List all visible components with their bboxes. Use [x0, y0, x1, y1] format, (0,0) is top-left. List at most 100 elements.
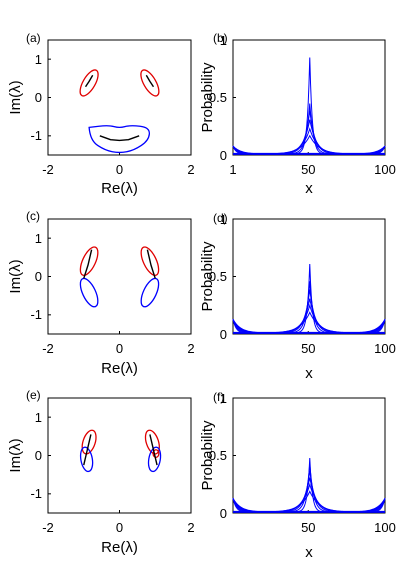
plot-a-frame [47, 39, 192, 156]
plot-b-xticks: 1 50 100 [229, 162, 395, 177]
y-axis-label: Probability [199, 420, 216, 491]
tick-label: -2 [42, 162, 54, 177]
x-axis-label: Re(λ) [101, 539, 138, 556]
tick-label: 0 [220, 506, 227, 521]
plot-c-curves [47, 237, 192, 334]
plot-d-yticks: 1 0.5 0 [209, 212, 227, 342]
panel-label-e: (e) [26, 388, 41, 402]
x-axis-label: x [305, 180, 313, 197]
tick-label: 0.5 [209, 90, 227, 105]
eigenvalue-loop-red [79, 69, 99, 97]
eigenvalue-loop-red [140, 246, 160, 276]
plot-f-yticks: 1 0.5 0 [209, 391, 227, 521]
plot-b-yticks: 1 0.5 0 [209, 33, 227, 163]
plot-e-xticks: -2 0 2 [42, 520, 194, 535]
eigenvalue-loop-blue [79, 446, 94, 473]
tick-label: 50 [301, 520, 315, 535]
probability-curve [232, 311, 386, 334]
tick-label: -1 [30, 486, 42, 501]
plot-c-yticks: 1 0 -1 [30, 231, 42, 322]
x-axis-label: Re(λ) [101, 180, 138, 197]
plot-a-curves [47, 58, 192, 155]
tick-label: 100 [374, 341, 396, 356]
panel-label-a: (a) [26, 31, 41, 45]
plot-e-frame [47, 397, 192, 514]
tick-label: 0 [35, 90, 42, 105]
eigenvalue-arc-black [83, 434, 92, 466]
eigenvalue-arc-black [149, 434, 158, 466]
plot-a-yticks: 1 0 -1 [30, 52, 42, 143]
tick-label: 100 [374, 520, 396, 535]
probability-curve [232, 470, 386, 513]
tick-label: 0 [116, 162, 123, 177]
probability-curve [232, 490, 386, 513]
tick-label: -1 [30, 307, 42, 322]
panel-b: (b) 1 50 100 1 0.5 0 x Probability [199, 31, 396, 197]
tick-label: 2 [187, 520, 194, 535]
tick-label: 0 [116, 341, 123, 356]
panel-f: (f) 50 100 1 0.5 0 x Probability [199, 390, 396, 561]
probability-curve [232, 477, 386, 513]
probability-curve [232, 127, 386, 155]
tick-label: 1 [220, 391, 227, 406]
y-axis-label: Probability [199, 62, 216, 133]
tick-label: 1 [229, 162, 236, 177]
probability-curve [232, 134, 386, 155]
tick-label: -1 [30, 128, 42, 143]
plot-b-curves [232, 39, 386, 156]
tick-label: 1 [35, 231, 42, 246]
y-axis-label: Im(λ) [7, 259, 24, 293]
plot-c-frame [47, 218, 192, 335]
tick-label: 50 [301, 162, 315, 177]
panel-d: (d) 50 100 1 0.5 0 x Probability [199, 211, 396, 382]
eigenvalue-loop-blue [140, 277, 160, 308]
panel-a: (a) -2 0 2 1 0 -1 Re(λ) Im(λ) [7, 31, 195, 197]
panel-label-b: (b) [213, 31, 228, 45]
probability-curve [232, 303, 386, 334]
eigenvalue-arc-black [146, 249, 156, 279]
panel-label-d: (d) [213, 211, 228, 225]
panel-label-c: (c) [26, 209, 40, 223]
plot-f-xticks: 50 100 [301, 520, 396, 535]
plot-d-xticks: 50 100 [301, 341, 396, 356]
plot-e-curves [47, 416, 192, 513]
panel-label-f: (f) [213, 390, 224, 404]
tick-label: 2 [187, 341, 194, 356]
probability-curve [232, 482, 386, 513]
eigenvalue-loop-red [144, 429, 160, 455]
eigenvalue-arc-black [84, 74, 94, 88]
plot-d-curves [232, 218, 386, 335]
probability-curve [232, 298, 386, 334]
probability-curve [232, 458, 386, 513]
eigenvalue-arc-black [83, 249, 93, 279]
x-axis-label: x [305, 544, 313, 561]
probability-curve [232, 57, 386, 155]
eigenvalue-loop-red [140, 69, 160, 97]
x-axis-label: x [305, 365, 313, 382]
probability-curve [232, 103, 386, 155]
probability-curve [232, 289, 386, 334]
tick-label: 0 [116, 520, 123, 535]
eigenvalue-loop-blue [147, 446, 162, 473]
plot-e-yticks: 1 0 -1 [30, 410, 42, 501]
tick-label: 0 [35, 448, 42, 463]
tick-label: 50 [301, 341, 315, 356]
eigenvalue-loop-red [81, 429, 97, 455]
plot-f-curves [232, 397, 386, 514]
eigenvalue-arc-black [145, 74, 155, 88]
eigenvalue-arc-black [99, 135, 140, 142]
tick-label: 0 [35, 269, 42, 284]
panel-e: (e) -2 0 2 1 0 -1 Re(λ) Im(λ) [7, 388, 195, 556]
y-axis-label: Im(λ) [7, 438, 24, 472]
tick-label: -2 [42, 341, 54, 356]
y-axis-label: Probability [199, 241, 216, 312]
plot-a-xticks: -2 0 2 [42, 162, 194, 177]
y-axis-label: Im(λ) [7, 80, 24, 114]
tick-label: 2 [187, 162, 194, 177]
tick-label: 0 [220, 327, 227, 342]
x-axis-label: Re(λ) [101, 360, 138, 377]
plot-c-xticks: -2 0 2 [42, 341, 194, 356]
tick-label: 1 [35, 52, 42, 67]
panel-c: (c) -2 0 2 1 0 -1 Re(λ) Im(λ) [7, 209, 195, 377]
tick-label: 1 [220, 33, 227, 48]
